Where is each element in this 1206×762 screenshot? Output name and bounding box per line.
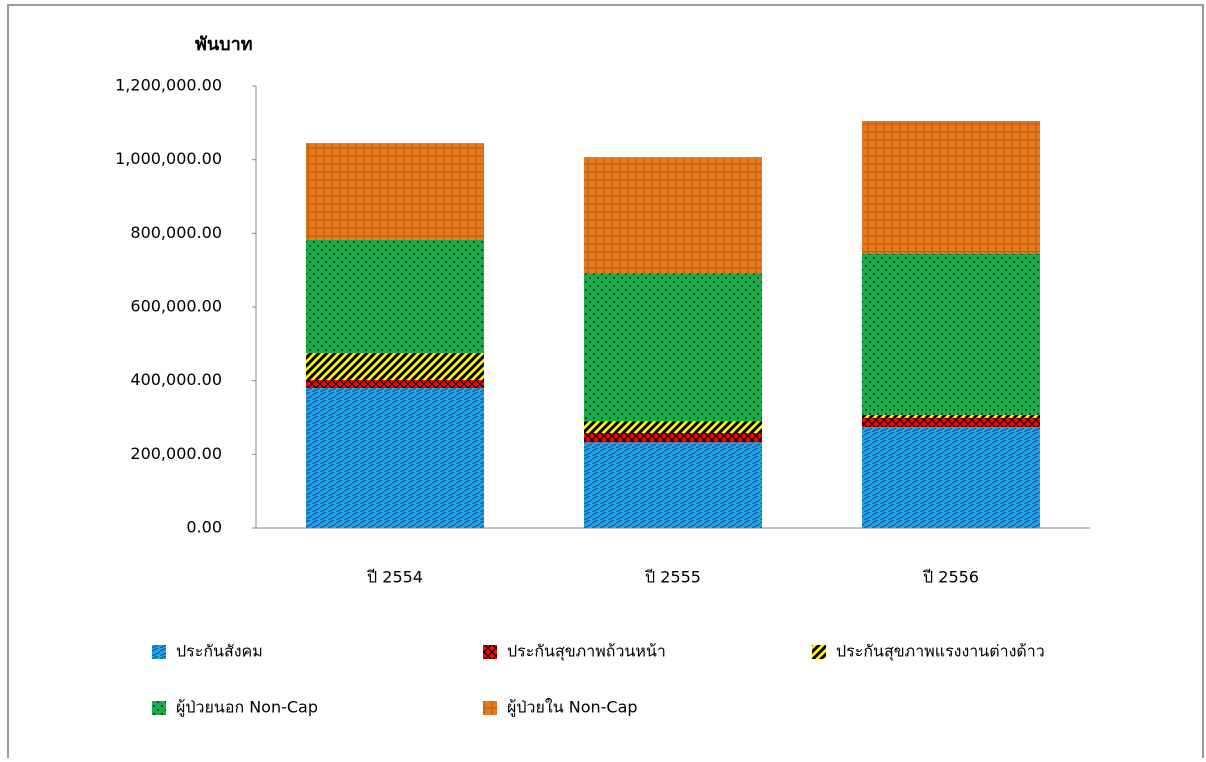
bar-segment — [306, 353, 484, 380]
legend-swatch — [152, 645, 166, 659]
y-axis-title: พันบาท — [195, 34, 253, 55]
y-tick-label: 600,000.00 — [130, 297, 222, 316]
legend-swatch — [812, 645, 826, 659]
legend-swatch — [483, 645, 497, 659]
legend-label: ประกันสุขภาพถ้วนหน้า — [507, 642, 666, 662]
bar-segment — [584, 157, 762, 274]
y-tick-label: 1,000,000.00 — [115, 149, 222, 168]
bar-segment — [306, 388, 484, 528]
legend-swatch — [483, 701, 497, 715]
legend-label: ประกันสุขภาพแรงงานต่างด้าว — [836, 642, 1045, 662]
bar-segment — [862, 253, 1040, 415]
legend-label: ประกันสังคม — [176, 642, 263, 661]
y-tick-label: 200,000.00 — [130, 444, 222, 463]
x-tick-label: ปี 2554 — [367, 568, 423, 587]
frame — [7, 4, 1204, 762]
bar-segment — [862, 417, 1040, 428]
bar-segment — [584, 442, 762, 528]
y-tick-label: 0.00 — [186, 518, 222, 537]
bar-segment — [862, 427, 1040, 528]
bar-segment — [306, 379, 484, 389]
y-tick-label: 1,200,000.00 — [115, 76, 222, 95]
bar-segment — [862, 120, 1040, 254]
legend-label: ผู้ป่วยใน Non-Cap — [507, 698, 638, 718]
bar-segment — [306, 239, 484, 354]
bar-segment — [584, 421, 762, 433]
y-tick-label: 400,000.00 — [130, 370, 222, 389]
bar-segment — [862, 414, 1040, 418]
x-tick-label: ปี 2555 — [645, 568, 701, 587]
x-tick-label: ปี 2556 — [923, 568, 979, 587]
bar-segment — [584, 432, 762, 443]
bar-segment — [306, 143, 484, 240]
legend-swatch — [152, 701, 166, 715]
y-tick-label: 800,000.00 — [130, 223, 222, 242]
legend-label: ผู้ป่วยนอก Non-Cap — [176, 698, 318, 718]
bar-segment — [584, 273, 762, 422]
